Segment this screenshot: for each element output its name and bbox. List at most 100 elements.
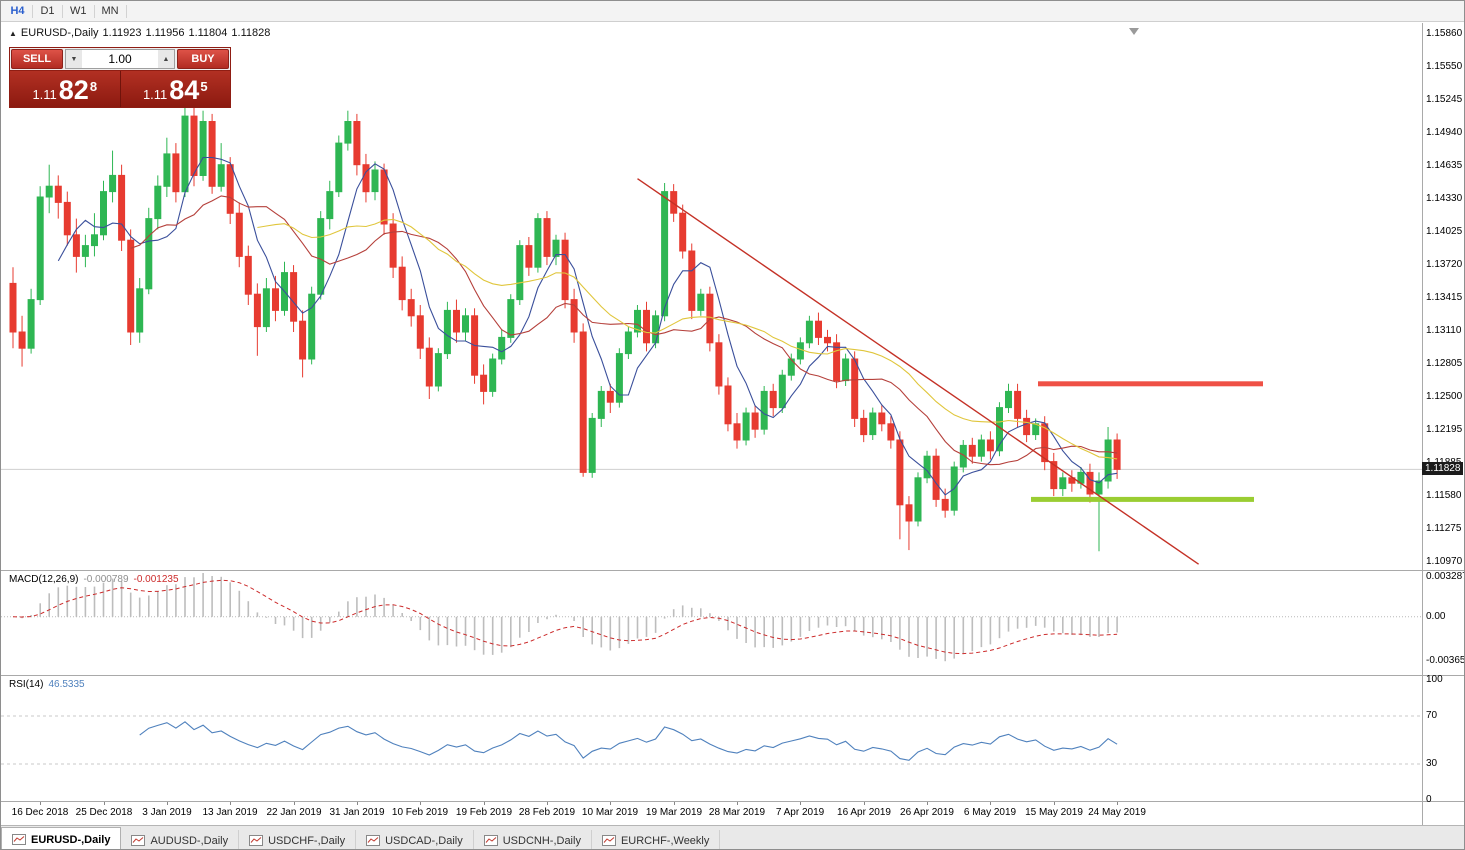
timeframe-button-mn[interactable]: MN xyxy=(96,3,125,20)
time-axis-tick xyxy=(167,802,168,805)
timeframe-button-w1[interactable]: W1 xyxy=(64,3,93,20)
date-label: 13 Jan 2019 xyxy=(202,807,258,818)
date-label: 24 May 2019 xyxy=(1088,807,1146,818)
chart-tab-audusd-daily[interactable]: AUDUSD-,Daily xyxy=(121,830,240,849)
buy-button[interactable]: BUY xyxy=(177,49,229,69)
toolbar-separator xyxy=(32,4,33,18)
price-axis-label: 1.12500 xyxy=(1426,391,1463,402)
volume-decrease-button[interactable]: ▼ xyxy=(66,50,82,68)
date-label: 19 Mar 2019 xyxy=(645,807,703,818)
price-axis-label: 1.14635 xyxy=(1426,160,1463,171)
price-axis-label: 1.11580 xyxy=(1426,490,1462,501)
time-axis-tick xyxy=(990,802,991,805)
price-axis-label: 1.13110 xyxy=(1426,325,1462,336)
price-axis-label: 1.12805 xyxy=(1426,358,1463,369)
chart-icon xyxy=(249,835,264,846)
chart-icon xyxy=(483,835,498,846)
ask-price-display[interactable]: 1.11 84 5 xyxy=(120,71,230,107)
price-axis-label: 1.11275 xyxy=(1426,523,1462,534)
price-axis-label: 1.15245 xyxy=(1426,94,1463,105)
chart-ohlc-header: ▲ EURUSD-,Daily 1.11923 1.11956 1.11804 1.118… xyxy=(9,27,274,39)
time-axis-tick xyxy=(230,802,231,805)
price-axis-label: 1.14025 xyxy=(1426,226,1463,237)
rsi-axis-label: 100 xyxy=(1426,674,1443,685)
timeframe-button-d1[interactable]: D1 xyxy=(34,3,61,20)
macd-main-value: -0.000789 xyxy=(83,574,129,585)
time-axis-tick xyxy=(864,802,865,805)
time-axis[interactable]: 16 Dec 2018 25 Dec 2018 3 Jan 2019 13 Jan 2… xyxy=(1,802,1422,825)
rsi-axis-label: 70 xyxy=(1426,710,1438,721)
toolbar-separator xyxy=(62,4,63,18)
time-axis-tick xyxy=(927,802,928,805)
date-label: 31 Jan 2019 xyxy=(329,807,385,818)
pane-splitter[interactable] xyxy=(1,570,1464,571)
time-axis-tick xyxy=(1054,802,1055,805)
date-label: 22 Jan 2019 xyxy=(266,807,322,818)
macd-pane[interactable] xyxy=(1,571,1422,675)
chart-tab-eurchf-weekly[interactable]: EURCHF-,Weekly xyxy=(592,830,721,849)
time-axis-tick xyxy=(420,802,421,805)
price-axis-border xyxy=(1422,23,1423,825)
chart-tab-label: EURUSD-,Daily xyxy=(31,833,111,846)
date-label: 7 Apr 2019 xyxy=(775,807,825,818)
pane-splitter[interactable] xyxy=(1,801,1464,802)
ask-pip-digit: 5 xyxy=(200,79,208,94)
period-toolbar: H4 D1 W1 MN xyxy=(1,1,1464,22)
ohlc-open: 1.11923 xyxy=(102,27,142,39)
pane-splitter[interactable] xyxy=(1,675,1464,676)
chart-tab-usdcnh-daily[interactable]: USDCNH-,Daily xyxy=(474,830,592,849)
time-axis-tick xyxy=(40,802,41,805)
chart-tab-usdchf-daily[interactable]: USDCHF-,Daily xyxy=(239,830,357,849)
current-price-tag: 1.11828 xyxy=(1422,462,1464,475)
date-label: 6 May 2019 xyxy=(963,807,1017,818)
rsi-pane[interactable] xyxy=(1,676,1422,801)
date-label: 28 Mar 2019 xyxy=(708,807,766,818)
date-label: 10 Feb 2019 xyxy=(391,807,449,818)
rsi-value: 46.5335 xyxy=(48,679,85,690)
price-axis-label: 1.15860 xyxy=(1426,28,1463,39)
price-chart[interactable] xyxy=(1,23,1422,570)
bid-prefix: 1.11 xyxy=(32,87,57,102)
date-label: 25 Dec 2018 xyxy=(75,807,133,818)
ohlc-high: 1.11956 xyxy=(145,27,185,39)
chart-tab-label: USDCNH-,Daily xyxy=(502,834,581,847)
sell-button[interactable]: SELL xyxy=(11,49,63,69)
timeframe-button-h4[interactable]: H4 xyxy=(4,3,31,20)
time-axis-tick xyxy=(1117,802,1118,805)
rsi-axis-label: 0 xyxy=(1426,794,1432,805)
ohlc-low: 1.11804 xyxy=(188,27,228,39)
chart-icon xyxy=(12,834,26,845)
volume-control: ▼ ▲ xyxy=(65,49,175,69)
chart-tab-usdcad-daily[interactable]: USDCAD-,Daily xyxy=(356,830,474,849)
time-axis-tick xyxy=(547,802,548,805)
macd-axis-label: 0.003287 xyxy=(1426,571,1465,582)
time-axis-tick xyxy=(674,802,675,805)
time-axis-tick xyxy=(610,802,611,805)
bid-pip-digit: 8 xyxy=(89,79,98,94)
date-label: 26 Apr 2019 xyxy=(900,807,954,818)
collapse-panel-icon[interactable]: ▲ xyxy=(9,29,17,38)
chart-tab-eurusd-daily[interactable]: EURUSD-,Daily xyxy=(1,827,122,849)
price-axis-label: 1.12195 xyxy=(1426,424,1463,435)
volume-input[interactable] xyxy=(82,50,158,68)
shift-end-marker xyxy=(1129,28,1139,35)
date-label: 3 Jan 2019 xyxy=(142,807,192,818)
macd-title: MACD(12,26,9) xyxy=(9,574,79,585)
bid-big-digits: 82 xyxy=(58,75,89,105)
price-axis-label: 1.14940 xyxy=(1426,127,1463,138)
chart-symbol-label: EURUSD-,Daily xyxy=(20,27,99,39)
date-label: 16 Dec 2018 xyxy=(11,807,69,818)
bid-price-display[interactable]: 1.11 82 8 xyxy=(10,71,121,107)
time-axis-tick xyxy=(294,802,295,805)
price-axis-label: 1.14330 xyxy=(1426,193,1463,204)
time-axis-tick xyxy=(737,802,738,805)
date-label: 28 Feb 2019 xyxy=(518,807,576,818)
chart-icon xyxy=(366,835,381,846)
chart-tab-label: USDCHF-,Daily xyxy=(268,834,346,847)
date-label: 19 Feb 2019 xyxy=(455,807,513,818)
volume-increase-button[interactable]: ▲ xyxy=(158,50,174,68)
date-label: 10 Mar 2019 xyxy=(581,807,639,818)
macd-axis-label: -0.003659 xyxy=(1426,655,1465,666)
